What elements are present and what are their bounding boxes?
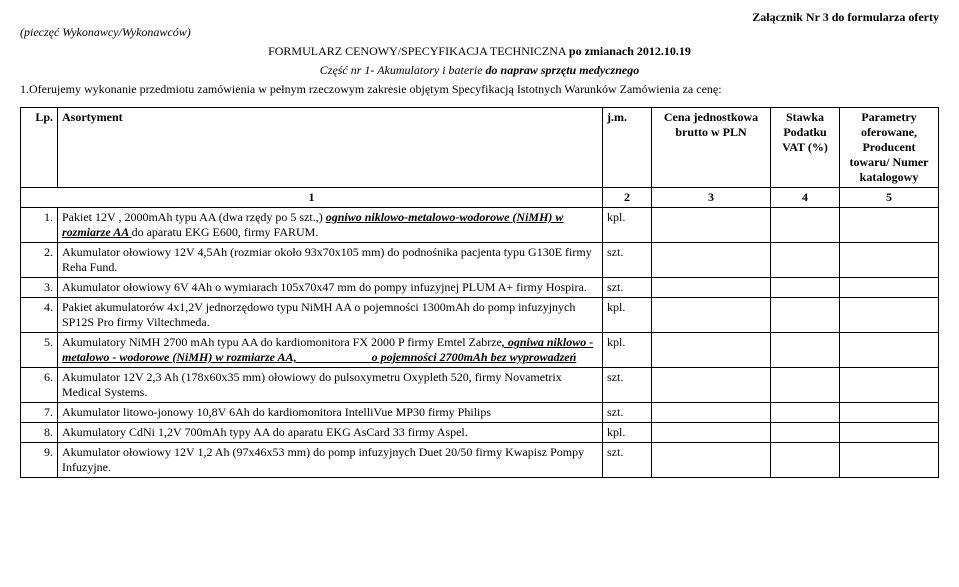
cell-param (840, 298, 939, 333)
cell-jm: kpl. (603, 423, 652, 443)
table-row: 1. Pakiet 12V , 2000mAh typu AA (dwa rzę… (21, 208, 939, 243)
intro-text: 1.Oferujemy wykonanie przedmiotu zamówie… (20, 82, 939, 97)
cell-param (840, 278, 939, 298)
cell-jm: szt. (603, 243, 652, 278)
cell-asortyment: Akumulator ołowiowy 6V 4Ah o wymiarach 1… (58, 278, 603, 298)
cell-cena (652, 368, 771, 403)
cell-text: Akumulatory NiMH 2700 mAh typu AA do kar… (62, 335, 502, 349)
cell-cena (652, 443, 771, 478)
cell-param (840, 368, 939, 403)
cell-lp: 5. (21, 333, 58, 368)
cell-vat (771, 333, 840, 368)
cell-vat (771, 298, 840, 333)
table-row: 5. Akumulatory NiMH 2700 mAh typu AA do … (21, 333, 939, 368)
cell-vat (771, 278, 840, 298)
cell-param (840, 333, 939, 368)
cell-text: do aparatu EKG E600, firmy FARUM. (132, 225, 319, 239)
price-table: Lp. Asortyment j.m. Cena jednostkowa bru… (20, 107, 939, 478)
cell-asortyment: Akumulator litowo-jonowy 10,8V 6Ah do ka… (58, 403, 603, 423)
table-row: 6. Akumulator 12V 2,3 Ah (178x60x35 mm) … (21, 368, 939, 403)
th-cena: Cena jednostkowa brutto w PLN (652, 108, 771, 188)
cell-lp: 9. (21, 443, 58, 478)
cell-lp: 8. (21, 423, 58, 443)
cell-jm: szt. (603, 403, 652, 423)
th-lp: Lp. (21, 108, 58, 188)
cell-param (840, 208, 939, 243)
section-bold: do napraw sprzętu medycznego (486, 63, 640, 77)
table-index-row: 1 2 3 4 5 (21, 188, 939, 208)
cell-cena (652, 403, 771, 423)
idx-1: 1 (21, 188, 603, 208)
cell-lp: 1. (21, 208, 58, 243)
cell-jm: kpl. (603, 298, 652, 333)
cell-vat (771, 403, 840, 423)
cell-vat (771, 443, 840, 478)
section-prefix: Część nr 1- Akumulatory i baterie (320, 63, 486, 77)
table-body: 1. Pakiet 12V , 2000mAh typu AA (dwa rzę… (21, 208, 939, 478)
cell-jm: szt. (603, 368, 652, 403)
table-row: 2. Akumulator ołowiowy 12V 4,5Ah (rozmia… (21, 243, 939, 278)
cell-vat (771, 368, 840, 403)
form-title-bold: po zmianach 2012.10.19 (569, 44, 691, 58)
cell-cena (652, 298, 771, 333)
cell-asortyment: Pakiet akumulatorów 4x1,2V jednorzędowo … (58, 298, 603, 333)
cell-lp: 2. (21, 243, 58, 278)
cell-jm: kpl. (603, 208, 652, 243)
cell-vat (771, 208, 840, 243)
section-title: Część nr 1- Akumulatory i baterie do nap… (20, 63, 939, 78)
cell-jm: szt. (603, 443, 652, 478)
cell-lp: 7. (21, 403, 58, 423)
attachment-label: Załącznik Nr 3 do formularza oferty (20, 10, 939, 25)
cell-lp: 3. (21, 278, 58, 298)
cell-cena (652, 423, 771, 443)
cell-jm: szt. (603, 278, 652, 298)
form-title: FORMULARZ CENOWY/SPECYFIKACJA TECHNICZNA… (20, 44, 939, 59)
cell-param (840, 423, 939, 443)
cell-asortyment: Akumulator ołowiowy 12V 1,2 Ah (97x46x53… (58, 443, 603, 478)
cell-param (840, 443, 939, 478)
cell-param (840, 403, 939, 423)
idx-2: 2 (603, 188, 652, 208)
idx-4: 4 (771, 188, 840, 208)
stamp-label: (pieczęć Wykonawcy/Wykonawców) (20, 25, 939, 40)
cell-asortyment: Akumulator ołowiowy 12V 4,5Ah (rozmiar o… (58, 243, 603, 278)
table-row: 8. Akumulatory CdNi 1,2V 700mAh typy AA … (21, 423, 939, 443)
cell-lp: 6. (21, 368, 58, 403)
cell-text: Pakiet 12V , 2000mAh typu AA (dwa rzędy … (62, 210, 326, 224)
form-title-prefix: FORMULARZ CENOWY/SPECYFIKACJA TECHNICZNA (268, 44, 569, 58)
cell-asortyment: Akumulatory NiMH 2700 mAh typu AA do kar… (58, 333, 603, 368)
cell-vat (771, 243, 840, 278)
cell-lp: 4. (21, 298, 58, 333)
th-vat: Stawka Podatku VAT (%) (771, 108, 840, 188)
cell-param (840, 243, 939, 278)
idx-3: 3 (652, 188, 771, 208)
cell-asortyment: Pakiet 12V , 2000mAh typu AA (dwa rzędy … (58, 208, 603, 243)
th-param: Parametry oferowane, Producent towaru/ N… (840, 108, 939, 188)
th-jm: j.m. (603, 108, 652, 188)
table-row: 9. Akumulator ołowiowy 12V 1,2 Ah (97x46… (21, 443, 939, 478)
cell-vat (771, 423, 840, 443)
cell-asortyment: Akumulator 12V 2,3 Ah (178x60x35 mm) oło… (58, 368, 603, 403)
table-row: 3. Akumulator ołowiowy 6V 4Ah o wymiarac… (21, 278, 939, 298)
table-row: 4. Pakiet akumulatorów 4x1,2V jednorzędo… (21, 298, 939, 333)
cell-cena (652, 333, 771, 368)
cell-cena (652, 243, 771, 278)
table-header-row: Lp. Asortyment j.m. Cena jednostkowa bru… (21, 108, 939, 188)
th-asortyment: Asortyment (58, 108, 603, 188)
cell-cena (652, 278, 771, 298)
cell-jm: kpl. (603, 333, 652, 368)
idx-5: 5 (840, 188, 939, 208)
cell-asortyment: Akumulatory CdNi 1,2V 700mAh typy AA do … (58, 423, 603, 443)
table-row: 7. Akumulator litowo-jonowy 10,8V 6Ah do… (21, 403, 939, 423)
cell-cena (652, 208, 771, 243)
